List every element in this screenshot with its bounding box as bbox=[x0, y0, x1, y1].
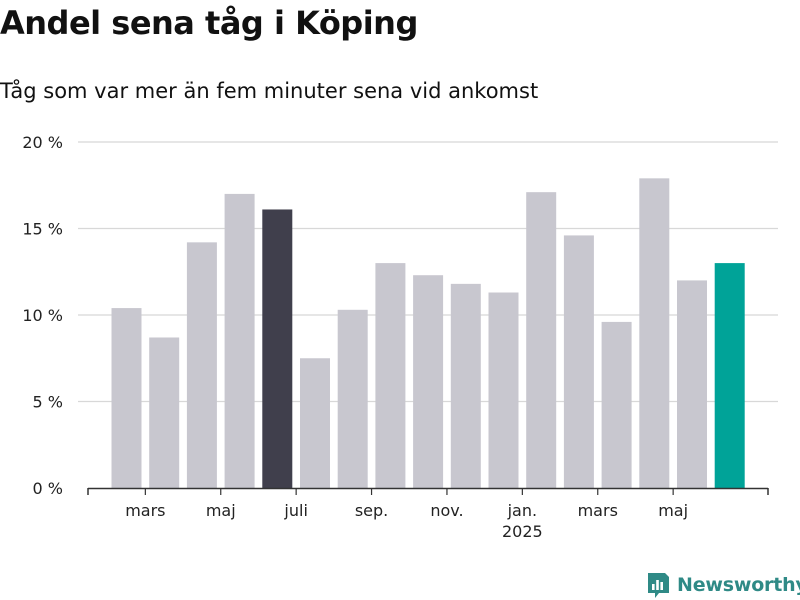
y-tick-label: 10 % bbox=[22, 306, 63, 325]
bar bbox=[601, 321, 632, 488]
newsworthy-logo-icon bbox=[648, 573, 669, 598]
bar bbox=[488, 292, 519, 488]
bar bbox=[224, 193, 255, 488]
x-tick-label: jan. bbox=[507, 501, 537, 520]
bar bbox=[450, 283, 481, 488]
bar bbox=[413, 275, 444, 488]
bar bbox=[149, 337, 180, 488]
x-tick-label: maj bbox=[658, 501, 688, 520]
x-tick-label: maj bbox=[206, 501, 236, 520]
bar bbox=[563, 235, 594, 488]
bar bbox=[337, 309, 368, 488]
y-tick-label: 5 % bbox=[33, 393, 63, 412]
x-tick-label: mars bbox=[578, 501, 618, 520]
bar bbox=[639, 178, 670, 488]
x-tick-label: nov. bbox=[430, 501, 463, 520]
x-tick-label: juli bbox=[283, 501, 307, 520]
chart-title: Andel sena tåg i Köping bbox=[0, 4, 418, 42]
bar bbox=[526, 192, 557, 489]
x-tick-label: sep. bbox=[355, 501, 388, 520]
brand-name: Newsworthy bbox=[677, 574, 800, 596]
bar bbox=[677, 280, 707, 488]
bar bbox=[300, 358, 330, 488]
x-tick-year-label: 2025 bbox=[502, 522, 543, 541]
x-tick-label: mars bbox=[125, 501, 165, 520]
brand-logo: Newsworthy bbox=[645, 571, 800, 599]
chart-subtitle: Tåg som var mer än fem minuter sena vid … bbox=[0, 79, 539, 103]
y-tick-label: 15 % bbox=[22, 220, 63, 239]
y-tick-label: 0 % bbox=[33, 479, 63, 498]
bar bbox=[375, 263, 406, 488]
bar bbox=[714, 263, 745, 488]
bar bbox=[111, 308, 142, 488]
y-tick-label: 20 % bbox=[22, 133, 63, 152]
bar bbox=[186, 242, 217, 488]
bar bbox=[262, 209, 293, 488]
